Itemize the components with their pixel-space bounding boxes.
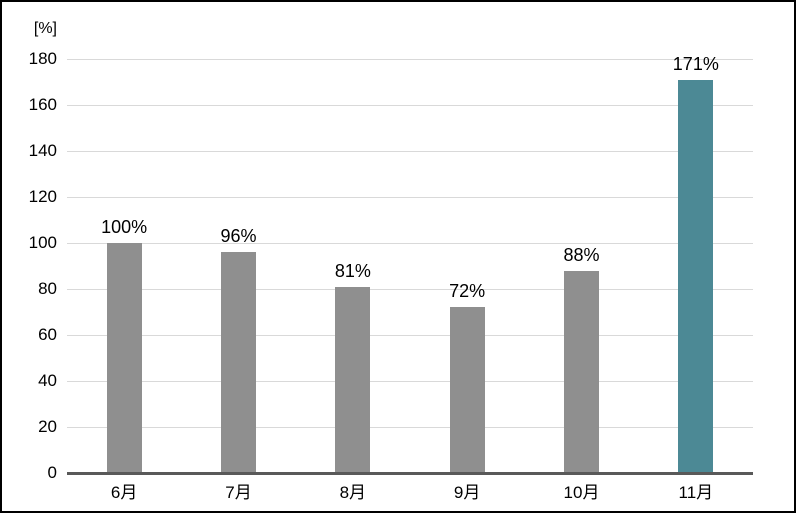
gridline (67, 426, 753, 428)
y-axis-tick-label: 120 (28, 187, 57, 206)
bar (106, 243, 142, 473)
y-axis-tick-label: 20 (38, 417, 57, 436)
gridline (67, 288, 753, 290)
y-axis-tick-label: 160 (28, 95, 57, 114)
bar-value-label: 100% (101, 217, 148, 237)
gridline (67, 334, 753, 336)
bar-value-label: 81% (334, 260, 371, 281)
gridline (67, 380, 753, 382)
y-axis-unit-label: [%] (33, 20, 57, 37)
bar-value-label: 72% (449, 281, 486, 302)
bar (221, 252, 256, 473)
x-category-label: 7月 (225, 483, 252, 502)
y-axis-tick-label: 180 (28, 49, 57, 68)
x-category-label: 11月 (678, 483, 714, 502)
gridline (67, 104, 753, 106)
gridline (67, 150, 753, 152)
x-category-label: 9月 (453, 483, 481, 502)
x-category-label: 8月 (339, 483, 367, 502)
bar (678, 79, 714, 473)
y-axis-tick-label: 80 (38, 279, 57, 298)
x-category-label: 6月 (110, 483, 138, 502)
y-axis-tick-label: 140 (28, 141, 57, 160)
y-axis-tick-label: 40 (38, 371, 57, 390)
bar-value-label: 96% (220, 226, 257, 247)
gridline (67, 242, 753, 244)
bar (564, 270, 599, 473)
bar-value-label: 88% (563, 244, 600, 265)
x-category-label: 10月 (563, 483, 600, 502)
bar-value-label: 171% (672, 53, 719, 74)
gridline (67, 58, 753, 60)
x-axis-line (67, 471, 753, 475)
bar (449, 307, 485, 473)
gridline (67, 196, 753, 198)
y-axis-tick-label: 0 (47, 463, 57, 482)
y-axis-tick-label: 100 (28, 233, 57, 252)
y-axis-tick-label: 60 (38, 325, 57, 344)
bar (335, 286, 371, 473)
